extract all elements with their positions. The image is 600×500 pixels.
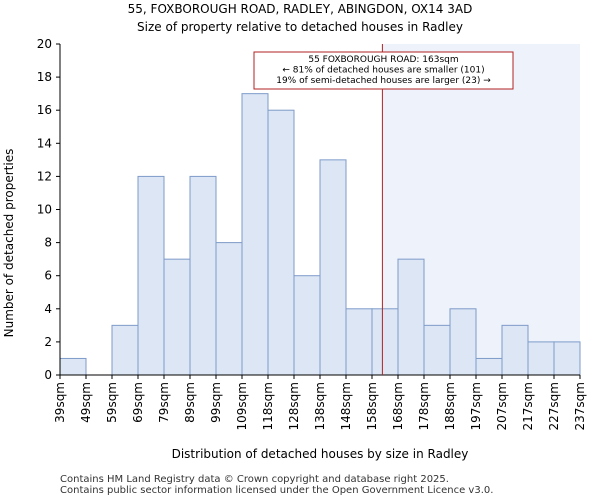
x-tick-label: 99sqm (209, 382, 223, 423)
bar-148sqm (345, 308, 373, 376)
bar-138sqm (319, 159, 347, 376)
y-tick-label: 18 (37, 70, 52, 84)
bar-158sqm (371, 308, 399, 376)
x-tick-label: 39sqm (53, 382, 67, 423)
annotation-box (253, 51, 514, 90)
bar-59sqm (111, 324, 139, 376)
y-tick-label: 8 (44, 236, 52, 250)
y-axis-label: Number of detached properties (2, 149, 16, 338)
x-tick-label: 138sqm (313, 382, 327, 430)
x-tick-label: 59sqm (105, 382, 119, 423)
bar-168sqm (397, 258, 425, 376)
bar-69sqm (137, 175, 165, 376)
x-tick-label: 237sqm (573, 382, 587, 430)
bar-227sqm (553, 341, 581, 376)
x-tick-label: 227sqm (547, 382, 561, 430)
y-tick-label: 14 (37, 136, 52, 150)
annotation-line: 19% of semi-detached houses are larger (… (276, 76, 491, 86)
bar-178sqm (423, 324, 451, 376)
bar-99sqm (215, 242, 243, 376)
y-tick-label: 6 (44, 269, 52, 283)
y-tick-label: 16 (37, 103, 52, 117)
x-tick-label: 109sqm (235, 382, 249, 430)
x-tick-label: 79sqm (157, 382, 171, 423)
bar-118sqm (267, 109, 295, 376)
bar-89sqm (189, 175, 217, 376)
annotation-line: 55 FOXBOROUGH ROAD: 163sqm (308, 55, 458, 65)
y-tick-label: 0 (44, 368, 52, 382)
chart-subtitle: Size of property relative to detached ho… (137, 20, 463, 34)
x-tick-label: 207sqm (495, 382, 509, 430)
x-tick-label: 197sqm (469, 382, 483, 430)
bar-109sqm (241, 93, 269, 376)
x-tick-label: 148sqm (339, 382, 353, 430)
x-tick-label: 118sqm (261, 382, 275, 430)
x-tick-label: 158sqm (365, 382, 379, 430)
bar-39sqm (59, 357, 87, 376)
y-tick-label: 4 (44, 302, 52, 316)
x-tick-label: 89sqm (183, 382, 197, 423)
x-tick-label: 178sqm (417, 382, 431, 430)
x-tick-label: 128sqm (287, 382, 301, 430)
y-tick-label: 12 (37, 169, 52, 183)
chart-title: 55, FOXBOROUGH ROAD, RADLEY, ABINGDON, O… (127, 2, 473, 16)
bar-188sqm (449, 308, 477, 376)
x-tick-label: 217sqm (521, 382, 535, 430)
annotation-line: ← 81% of detached houses are smaller (10… (282, 66, 484, 76)
y-tick-label: 20 (37, 37, 52, 51)
x-tick-label: 49sqm (79, 382, 93, 423)
y-tick-label: 2 (44, 335, 52, 349)
x-axis-label: Distribution of detached houses by size … (172, 447, 469, 461)
x-tick-label: 69sqm (131, 382, 145, 423)
x-tick-label: 168sqm (391, 382, 405, 430)
bar-217sqm (527, 341, 555, 376)
bar-128sqm (293, 275, 321, 376)
y-tick-label: 10 (37, 203, 52, 217)
bar-207sqm (501, 324, 529, 376)
x-tick-label: 188sqm (443, 382, 457, 430)
bar-79sqm (163, 258, 191, 376)
footer-copyright: Contains HM Land Registry data © Crown c… (60, 474, 449, 485)
footer-licence: Contains public sector information licen… (60, 485, 494, 496)
bar-197sqm (475, 357, 503, 376)
